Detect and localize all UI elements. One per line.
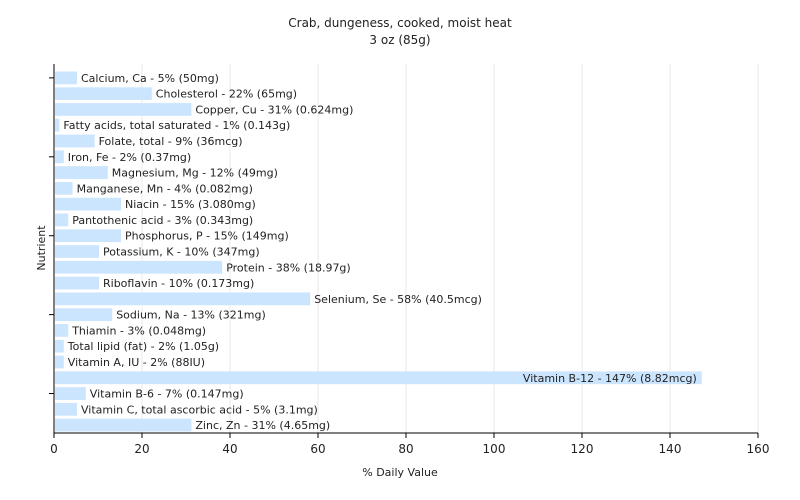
x-axis-label: % Daily Value [362,466,438,479]
x-tick-label: 120 [571,442,594,456]
bars: Calcium, Ca - 5% (50mg) Cholesterol - 22%… [55,71,702,432]
bar [55,103,192,116]
bar-label: Protein - 38% (18.97g) [226,261,351,274]
axes: 0 20 40 60 80 100 120 140 160 [49,64,769,456]
bar-label: Fatty acids, total saturated - 1% (0.143… [63,119,290,132]
bar-label: Vitamin B-6 - 7% (0.147mg) [90,388,244,401]
bar-label: Pantothenic acid - 3% (0.343mg) [72,214,253,227]
x-tick-label: 140 [659,442,682,456]
bar-label: Phosphorus, P - 15% (149mg) [125,230,289,243]
bar [55,260,223,274]
bar [55,355,64,369]
bar [55,276,99,290]
bar-label: Copper, Cu - 31% (0.624mg) [195,103,353,116]
bar [55,71,77,85]
bar [55,387,86,400]
bar-label: Cholesterol - 22% (65mg) [156,88,297,101]
bar [55,213,69,227]
bar-label: Sodium, Na - 13% (321mg) [116,309,266,322]
bar-label: Iron, Fe - 2% (0.37mg) [68,151,191,164]
bar-label: Zinc, Zn - 31% (4.65mg) [195,419,330,432]
bar-label: Riboflavin - 10% (0.173mg) [103,277,254,290]
bar [55,229,121,243]
bar [55,339,64,353]
bar [55,245,99,258]
bar-label: Manganese, Mn - 4% (0.082mg) [77,182,253,195]
x-tick-label: 100 [483,442,506,456]
bar [55,324,69,337]
bar [55,197,121,211]
bar [55,292,311,306]
chart-subtitle: 3 oz (85g) [369,33,430,47]
bar-label: Folate, total - 9% (36mcg) [99,135,243,148]
bar [55,118,60,132]
x-tick-label: 160 [747,442,770,456]
bar-label: Thiamin - 3% (0.048mg) [71,324,206,337]
bar [55,166,108,179]
bar-label: Vitamin C, total ascorbic acid - 5% (3.1… [81,403,318,416]
bar [55,402,77,416]
chart-title: Crab, dungeness, cooked, moist heat [288,16,512,30]
x-tick-label: 80 [398,442,413,456]
x-tick-label: 60 [310,442,325,456]
bar [55,418,192,432]
y-axis-label: Nutrient [35,225,48,271]
bar-label: Vitamin B-12 - 147% (8.82mcg) [523,372,697,385]
bar [55,150,64,164]
bar-label: Vitamin A, IU - 2% (88IU) [68,356,205,369]
bar-label: Total lipid (fat) - 2% (1.05g) [67,340,219,353]
bar [55,181,73,195]
bar-label: Potassium, K - 10% (347mg) [103,246,260,259]
bar [55,87,152,101]
bar-label: Selenium, Se - 58% (40.5mcg) [314,293,482,306]
x-tick-label: 40 [222,442,237,456]
bar [55,134,95,148]
bar-label: Niacin - 15% (3.080mg) [125,198,256,211]
bar [55,308,113,322]
bar-label: Magnesium, Mg - 12% (49mg) [112,167,278,180]
bar [55,371,702,385]
x-tick-label: 0 [50,442,58,456]
x-tick-label: 20 [134,442,149,456]
bar-label: Calcium, Ca - 5% (50mg) [81,72,219,85]
